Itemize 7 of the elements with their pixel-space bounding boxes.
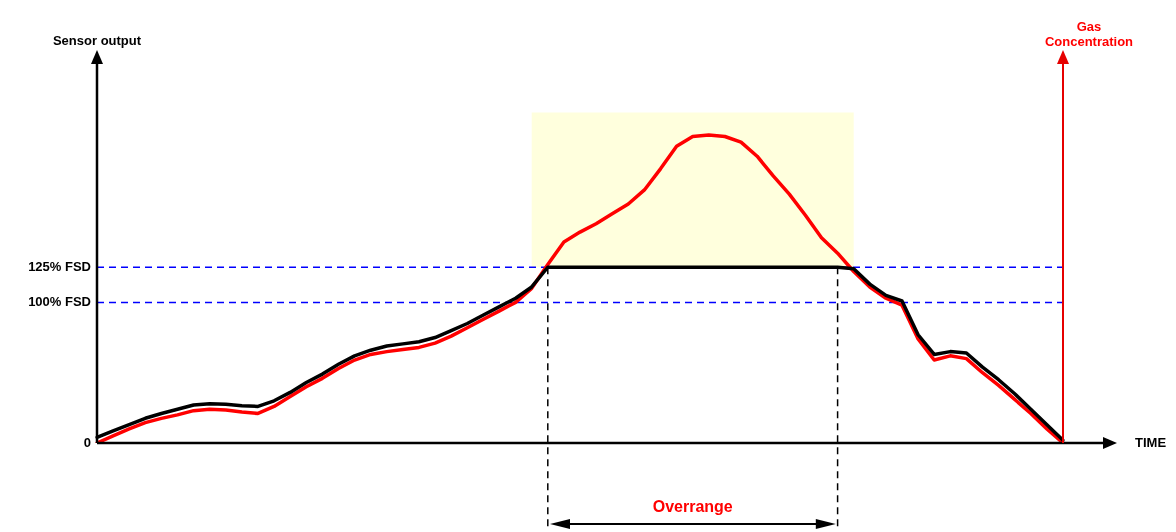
y-tick-label: 125% FSD — [28, 258, 91, 274]
text: TIME — [1135, 434, 1167, 450]
y2-axis-title: Gas Concentration — [1044, 19, 1134, 49]
y-axis-title: Sensor output — [52, 33, 142, 48]
y-tick-label: 100% FSD — [28, 293, 91, 309]
text: Overrange — [652, 498, 733, 515]
y-tick-label: 0 — [83, 434, 91, 450]
